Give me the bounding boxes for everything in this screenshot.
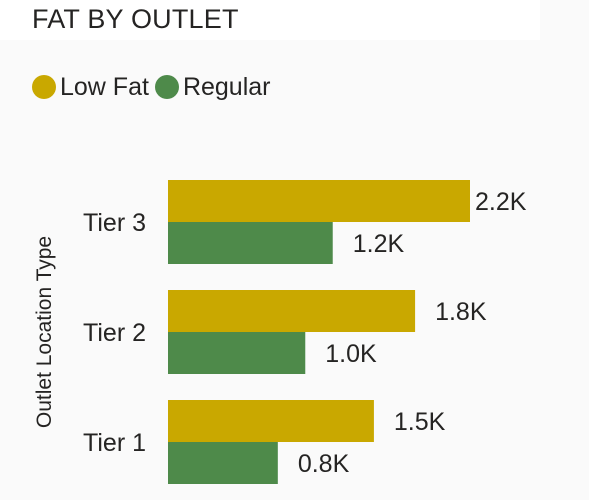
legend-swatch-regular [154,75,179,99]
legend-swatch-low-fat [32,75,56,99]
y-tick-label-tier-1: Tier 1 [83,429,146,457]
data-label-low-fat-tier-1: 1.5K [394,408,446,436]
bar-regular-tier-1[interactable] [168,442,278,484]
bar-low-fat-tier-3[interactable] [168,180,470,222]
bar-regular-tier-3[interactable] [168,222,333,264]
legend: Low Fat Regular [32,70,277,104]
legend-item-low-fat[interactable]: Low Fat [32,73,149,102]
y-axis-title: Outlet Location Type [33,236,56,428]
data-label-low-fat-tier-3: 2.2K [475,188,527,216]
y-tick-label-tier-3: Tier 3 [83,209,146,237]
legend-item-regular[interactable]: Regular [154,72,271,102]
data-label-regular-tier-3: 1.2K [353,230,405,258]
bar-low-fat-tier-1[interactable] [168,400,374,442]
legend-label-low-fat: Low Fat [60,72,149,101]
data-label-regular-tier-1: 0.8K [298,450,350,478]
title-bar [0,0,540,40]
data-label-regular-tier-2: 1.0K [325,340,377,368]
chart-title: FAT BY OUTLET [32,4,239,34]
bar-regular-tier-2[interactable] [168,332,306,374]
data-label-low-fat-tier-2: 1.8K [435,298,487,326]
legend-label-regular: Regular [182,72,271,101]
bar-low-fat-tier-2[interactable] [168,290,416,332]
y-tick-label-tier-2: Tier 2 [83,319,146,347]
